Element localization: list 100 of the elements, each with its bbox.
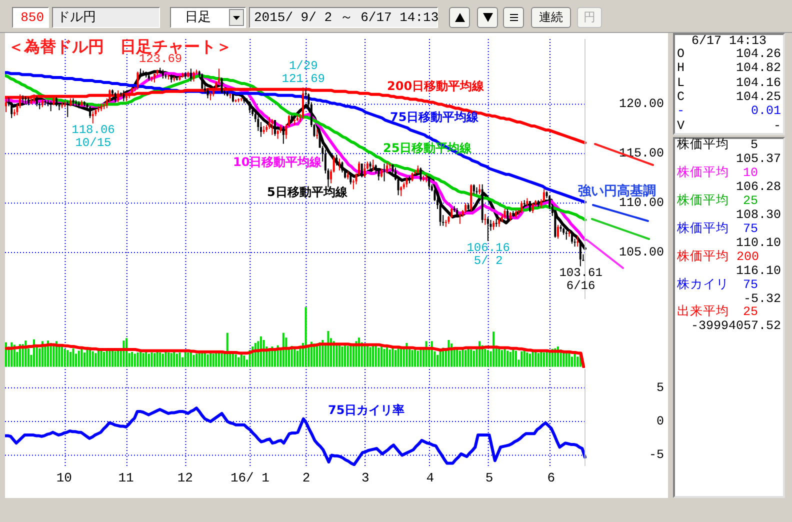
candlestick [190,68,192,82]
candlestick [484,213,486,226]
bar [392,348,394,367]
candlestick [192,71,195,82]
bar [156,352,158,367]
bar [58,344,60,367]
bar [103,352,106,367]
bar [484,348,486,367]
y-tick-label: 110.00 [618,196,664,210]
bar [380,346,382,367]
bar [341,346,344,367]
candlestick [282,125,284,144]
text: 104.26 [736,47,781,61]
candlestick [372,159,374,171]
bar [472,350,475,367]
bar [546,351,548,367]
bar [97,350,100,367]
bar [570,356,573,367]
y-tick-label: -5 [648,448,664,462]
bar [170,353,172,367]
candlestick [458,212,461,224]
bar [204,352,206,367]
bar [92,351,94,367]
candlestick [338,158,340,171]
candlestick [220,77,223,94]
bar [400,348,402,367]
bar [542,352,545,367]
candlestick [520,200,523,214]
bar [136,352,139,367]
annotation: 強い円高基調 [578,184,656,199]
candlestick [36,96,38,107]
bar [344,344,346,367]
y-tick-label: 0 [656,414,664,429]
bar [470,350,472,367]
bar [86,350,88,367]
bar [397,347,400,367]
bar [532,351,534,367]
bar [523,350,526,367]
bar [142,353,144,367]
text: 104.16 [736,76,781,90]
bar [436,354,438,367]
series-label: 200日移動平均線 [387,79,484,93]
candlestick [472,184,475,195]
button: 連続 [531,7,571,28]
text: 株価平均 75 [677,222,758,236]
bar [125,338,128,367]
bar [394,350,396,367]
bar [327,331,330,367]
candlestick [486,216,489,242]
bar [414,348,416,367]
button: 円 [577,7,602,28]
bar [206,354,209,367]
text: V [677,118,685,132]
annotation: 1/29 121.69 [282,58,325,86]
bar [492,332,495,367]
bar [52,344,55,367]
annotation: 106.16 5/ 2 [466,241,510,268]
text: 6/17 14:13 [691,34,766,48]
candlestick [360,163,363,178]
bar [383,348,386,367]
bar [338,342,340,367]
bar [509,352,512,367]
candlestick [470,184,472,212]
chart-title: ＜為替ドル円 日足チャート＞ [8,37,232,56]
bar [520,351,523,367]
text: 106.28 [736,180,781,194]
candlestick [428,176,430,190]
date-range-field: 2015/ 9/ 2 ～ 6/17 14:13 [249,7,438,28]
text: 104.82 [736,61,781,76]
text: L [677,76,685,90]
candlestick [89,106,92,119]
bar [196,354,198,367]
bar [66,350,69,367]
candlestick [136,71,139,90]
bar [24,340,27,367]
text: 株カイリ 75 [677,278,758,292]
bar [114,351,116,367]
bar [467,348,470,367]
candlestick [206,88,209,99]
bar [192,354,195,367]
candlestick [336,154,338,166]
annotation: 118.06 10/15 [72,123,115,150]
bar [374,344,377,367]
candlestick [350,172,352,185]
text: H [677,61,685,76]
bar [154,353,156,367]
bar [540,350,542,367]
bar [145,352,148,367]
bar [198,353,200,367]
bar [238,357,240,367]
candlestick [576,235,579,248]
bar [512,350,514,367]
bar [416,350,419,367]
x-tick-label: 2 [302,470,310,486]
bar [187,352,190,367]
text: 116.10 [736,264,781,278]
bar [506,350,509,367]
x-tick-label: 3 [361,470,370,486]
bar [243,355,246,367]
bar [134,354,136,367]
